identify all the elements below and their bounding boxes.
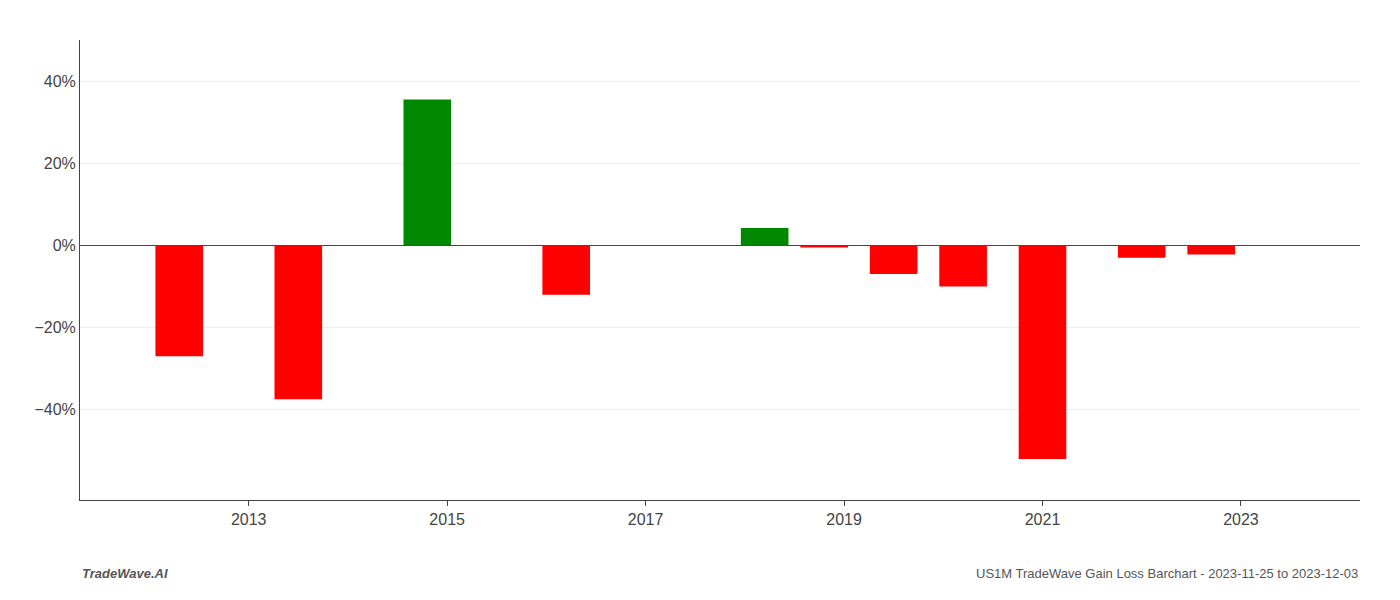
svg-text:2023: 2023 xyxy=(1223,511,1259,528)
svg-text:−20%: −20% xyxy=(34,319,75,336)
svg-text:40%: 40% xyxy=(44,73,76,90)
svg-text:2017: 2017 xyxy=(628,511,664,528)
svg-text:TradeWave.AI: TradeWave.AI xyxy=(82,566,168,581)
svg-text:2013: 2013 xyxy=(231,511,267,528)
svg-text:US1M TradeWave Gain Loss Barch: US1M TradeWave Gain Loss Barchart - 2023… xyxy=(976,566,1358,581)
svg-text:−40%: −40% xyxy=(34,401,75,418)
svg-text:2015: 2015 xyxy=(429,511,465,528)
svg-text:2021: 2021 xyxy=(1025,511,1061,528)
svg-text:2019: 2019 xyxy=(826,511,862,528)
svg-text:20%: 20% xyxy=(44,155,76,172)
svg-text:0%: 0% xyxy=(53,237,76,254)
